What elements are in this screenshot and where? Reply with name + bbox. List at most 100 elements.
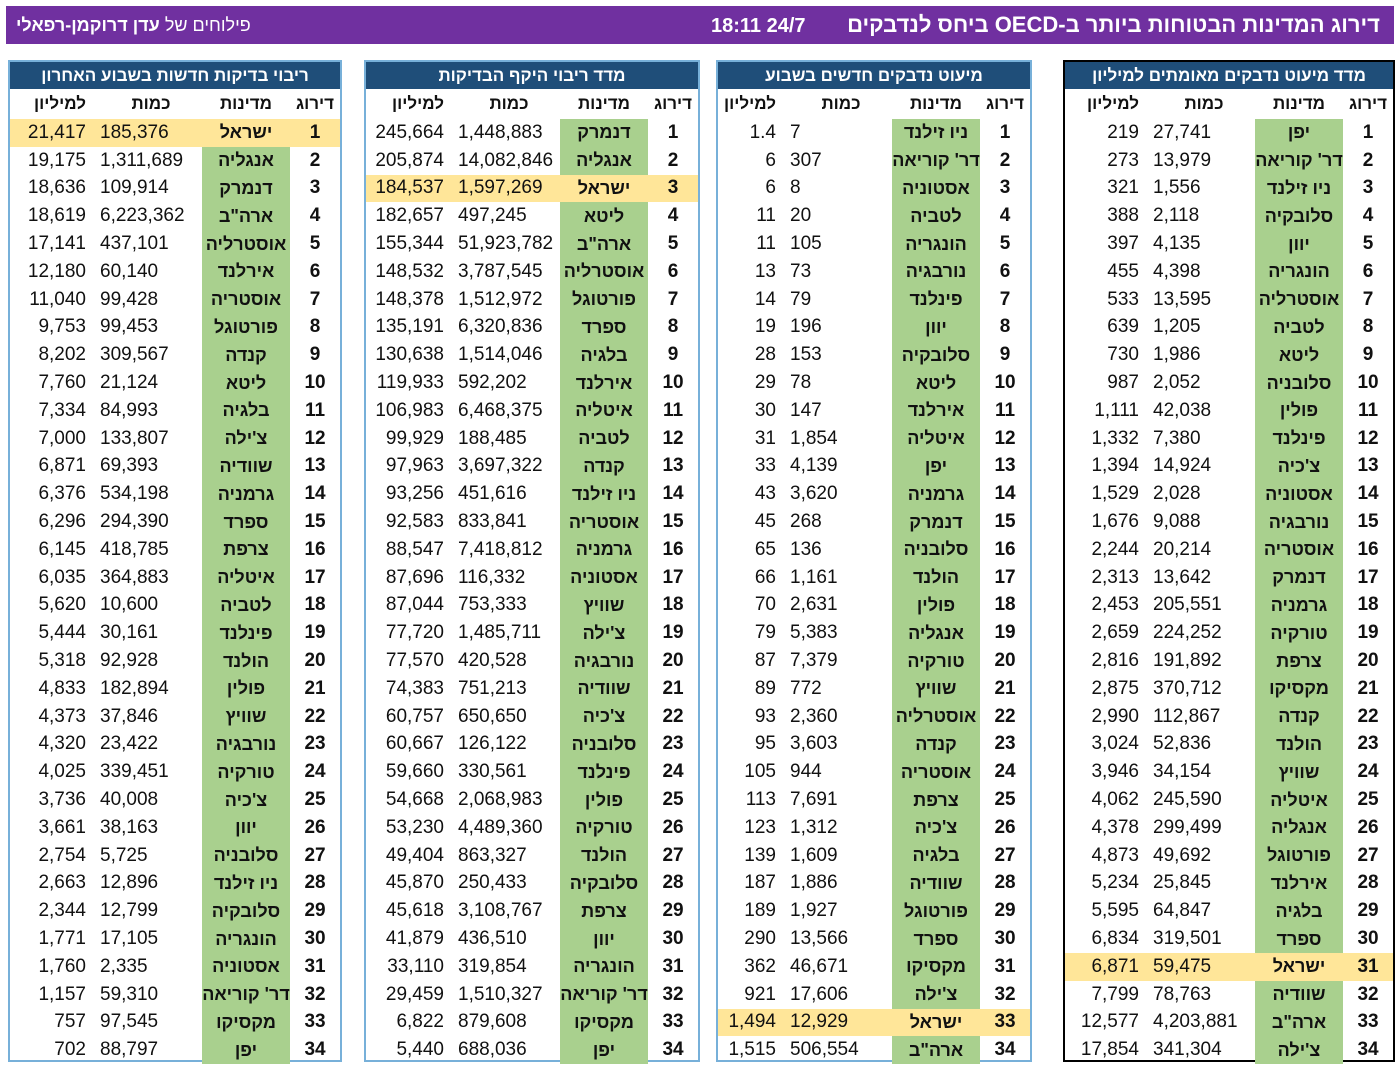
country-cell: ספרד	[202, 508, 290, 536]
rank-cell: 22	[662, 705, 684, 727]
country-cell: הולנד	[892, 563, 980, 592]
table-row: 17 איטליה 364,883 6,035	[10, 563, 340, 592]
per-million-cell: 6,035	[38, 566, 86, 588]
country-cell: יפן	[560, 1036, 648, 1065]
country-cell: סלובניה	[1255, 369, 1343, 397]
rank-cell: 27	[1357, 844, 1379, 866]
rank-cell: 18	[1357, 594, 1379, 616]
rank-cell: 21	[1357, 677, 1379, 699]
country-cell: שוויץ	[892, 674, 980, 703]
qty-cell: 4,398	[1153, 260, 1201, 282]
rank-cell: 15	[994, 511, 1016, 533]
rank-cell: 5	[309, 233, 321, 255]
country-cell: סלובקיה	[892, 341, 980, 370]
qty-cell: 3,697,322	[458, 455, 543, 477]
per-million-cell: 17,141	[27, 233, 86, 255]
header-per-million: למיליון	[392, 94, 444, 113]
qty-cell: 418,785	[100, 538, 169, 560]
table-row: 5 יוון 4,135 397	[1065, 230, 1393, 258]
qty-cell: 182,894	[100, 677, 169, 699]
per-million-cell: 79	[754, 622, 776, 644]
header-credit: פילוחים של עדן דרוקמן-רפאלי	[16, 15, 251, 36]
table-row: 21 פולין 182,894 4,833	[10, 674, 340, 703]
per-million-cell: 92,583	[385, 511, 444, 533]
country-cell: ארה"ב	[892, 1036, 980, 1065]
rank-cell: 31	[994, 955, 1016, 977]
table-panel-weekly-new-cases: מיעוט נדבקים חדשים בשבוע דירוג מדינות כמות…	[716, 60, 1032, 1065]
table-row: 21 מקסיקו 370,712 2,875	[1065, 674, 1393, 703]
rank-cell: 30	[994, 928, 1016, 949]
table-row: 22 צ'כיה 650,650 60,757	[366, 702, 698, 731]
per-million-cell: 21,417	[10, 119, 94, 147]
per-million-cell: 19	[754, 316, 776, 338]
country-cell: סלובקיה	[202, 897, 290, 926]
table-row: 30 ספרד 13,566 290	[718, 925, 1030, 953]
rank-cell: 16	[994, 538, 1016, 560]
table-row: 9 קנדה 309,567 8,202	[10, 341, 340, 370]
country-cell: צ'כיה	[892, 813, 980, 842]
header-per-million: למיליון	[1087, 94, 1139, 113]
table-row: 25 צרפת 7,691 113	[718, 786, 1030, 814]
rank-cell: 32	[304, 983, 326, 1005]
qty-cell: 650,650	[458, 705, 527, 727]
qty-cell: 294,390	[100, 511, 169, 533]
per-million-cell: 148,532	[375, 260, 444, 282]
country-cell: קנדה	[1255, 702, 1343, 731]
per-million-cell: 5,620	[38, 594, 86, 616]
per-million-cell: 1,394	[1091, 455, 1139, 477]
qty-cell: 38,163	[100, 816, 159, 838]
per-million-cell: 89	[754, 677, 776, 699]
panel-title: מיעוט נדבקים חדשים בשבוע	[718, 62, 1030, 89]
qty-cell: 3,787,545	[458, 260, 543, 282]
qty-cell: 420,528	[458, 650, 527, 672]
qty-cell: 1,609	[790, 844, 838, 866]
per-million-cell: 74,383	[385, 677, 444, 699]
per-million-cell: 2,313	[1091, 566, 1139, 588]
table-row: 28 שוודיה 1,886 187	[718, 869, 1030, 898]
table-row: 3 דנמרק 109,914 18,636	[10, 174, 340, 203]
header-rank: דירוג	[1348, 94, 1388, 113]
rank-cell: 4	[1362, 205, 1374, 227]
table-row: 22 אוסטרליה 2,360 93	[718, 702, 1030, 731]
per-million-cell: 455	[1107, 260, 1139, 282]
table-row: 34 ארה"ב 506,554 1,515	[718, 1036, 1030, 1065]
table-row: 5 אוסטרליה 437,101 17,141	[10, 230, 340, 258]
rank-cell: 31	[304, 955, 326, 977]
panel-title: ריבוי בדיקות חדשות בשבוע האחרון	[10, 62, 340, 89]
table-row: 10 סלובניה 2,052 987	[1065, 369, 1393, 397]
country-cell: איטליה	[202, 563, 290, 592]
rank-cell: 23	[662, 733, 684, 755]
country-cell: בלגיה	[892, 841, 980, 870]
per-million-cell: 362	[744, 955, 776, 977]
rank-cell: 22	[1357, 705, 1379, 727]
country-cell: יפן	[1255, 119, 1343, 147]
table-row: 23 קנדה 3,603 95	[718, 730, 1030, 759]
qty-cell: 1,510,327	[458, 983, 543, 1005]
qty-cell: 753,333	[458, 594, 527, 616]
qty-cell: 2,118	[1153, 205, 1200, 227]
rank-cell: 15	[662, 511, 684, 533]
per-million-cell: 70	[754, 594, 776, 616]
country-cell: סלובקיה	[560, 869, 648, 898]
country-cell: הולנד	[560, 841, 648, 870]
rank-cell: 21	[994, 677, 1016, 699]
per-million-cell: 4,025	[38, 761, 86, 783]
rank-cell: 24	[662, 761, 684, 783]
qty-cell: 2,631	[790, 594, 838, 616]
qty-cell: 37,846	[100, 705, 159, 727]
per-million-cell: 77,570	[385, 650, 444, 672]
per-million-cell: 3,736	[38, 789, 86, 811]
table-row: 15 נורבגיה 9,088 1,676	[1065, 508, 1393, 536]
table-row: 13 שוודיה 69,393 6,871	[10, 452, 340, 481]
qty-cell: 78,763	[1153, 983, 1212, 1005]
rank-cell: 3	[309, 177, 321, 199]
per-million-cell: 6,376	[38, 483, 86, 505]
table-row: 32 שוודיה 78,763 7,799	[1065, 980, 1393, 1009]
table-row: 7 פינלנד 79 14	[718, 285, 1030, 314]
per-million-cell: 6	[765, 149, 776, 171]
country-cell: דר' קוריאה	[202, 980, 290, 1009]
qty-cell: 497,245	[458, 205, 527, 227]
table-row: 30 יוון 436,510 41,879	[366, 925, 698, 953]
table-row: 18 פולין 2,631 70	[718, 591, 1030, 620]
rank-cell: 10	[304, 372, 326, 394]
